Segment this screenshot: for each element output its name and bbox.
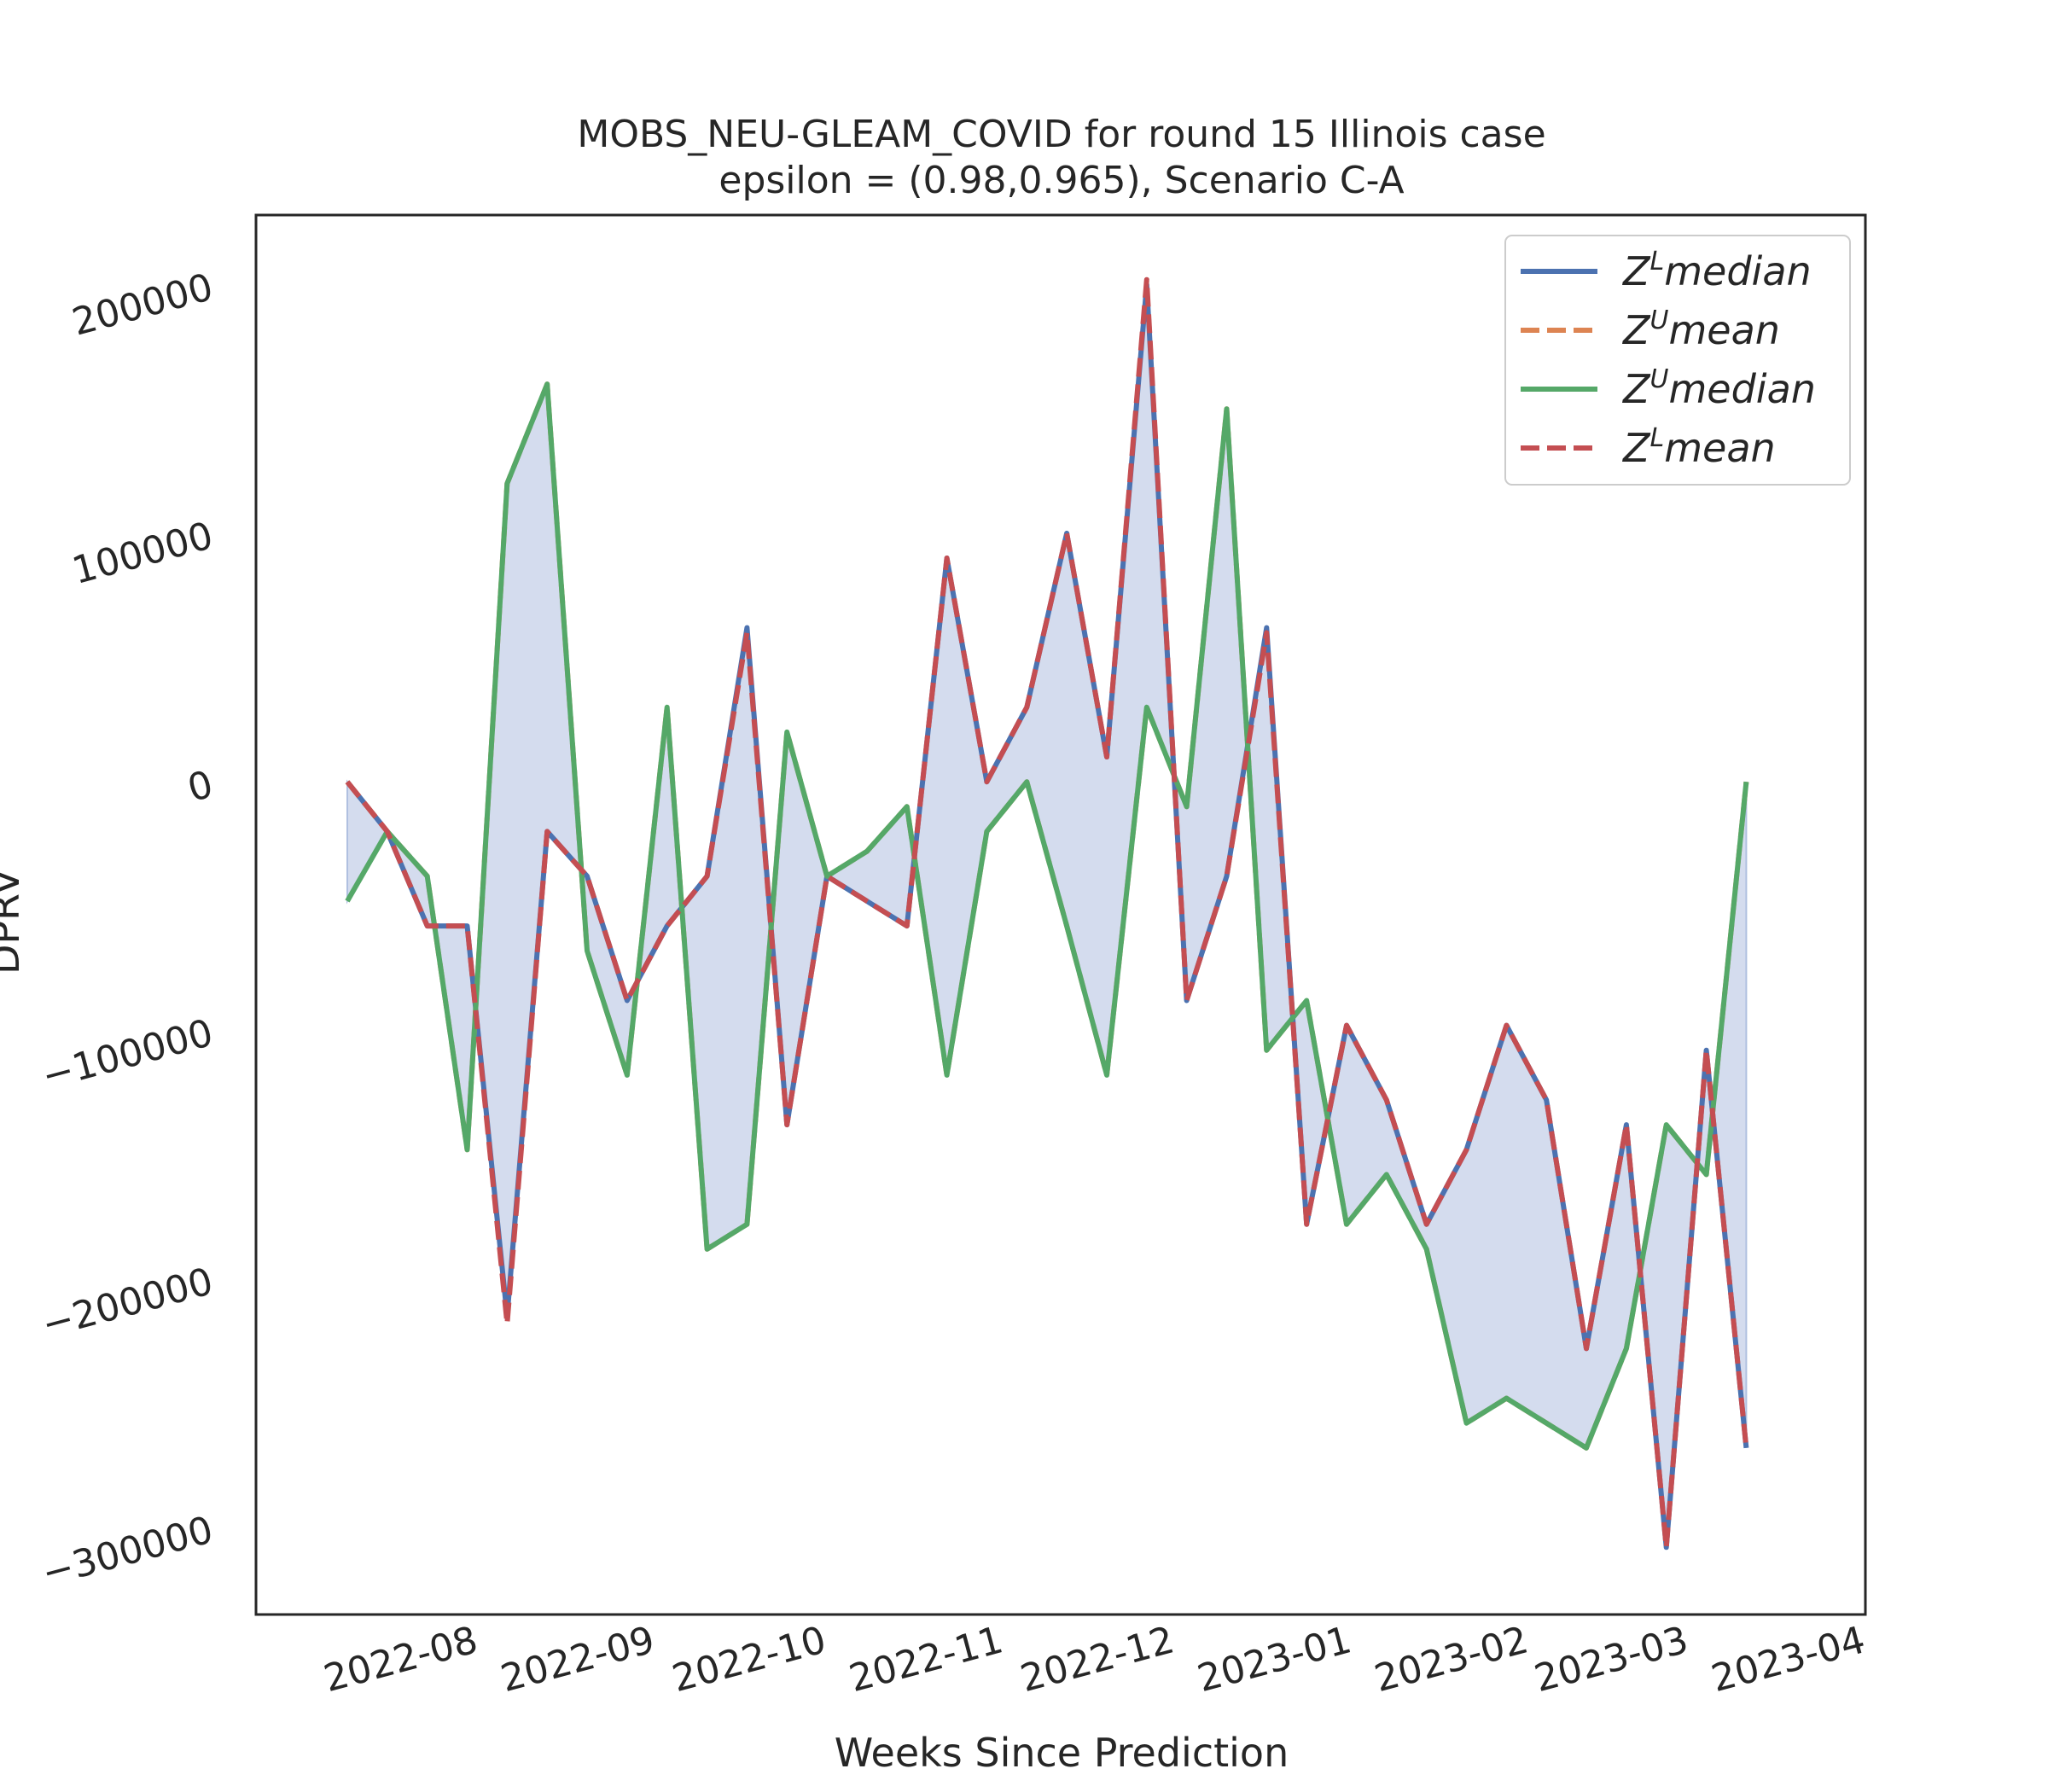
x-tick-label: 2023-01 bbox=[1193, 1618, 1356, 1701]
y-tick-label: 0 bbox=[183, 763, 218, 812]
y-axis-label: DPRV bbox=[0, 868, 28, 975]
legend-entry: ZUmedian bbox=[1621, 364, 1816, 412]
series-line-L-mean bbox=[345, 276, 1749, 1551]
x-tick-label: 2022-11 bbox=[845, 1618, 1008, 1701]
x-tick-label: 2022-09 bbox=[497, 1618, 660, 1701]
x-tick-label: 2023-02 bbox=[1370, 1618, 1533, 1701]
chart-title: MOBS_NEU-GLEAM_COVID for round 15 Illino… bbox=[577, 113, 1545, 156]
series-line-U-median bbox=[345, 381, 1749, 1451]
x-tick-label: 2022-12 bbox=[1016, 1618, 1179, 1701]
y-tick-label: 200000 bbox=[67, 265, 217, 345]
x-axis-label: Weeks Since Prediction bbox=[835, 1730, 1289, 1776]
x-axis: 2022-08 2022-09 2022-10 2022-11 2022-12 2023-… bbox=[319, 1618, 1870, 1701]
plot-frame bbox=[254, 213, 1867, 1616]
legend-entry: ZLmedian bbox=[1621, 247, 1812, 294]
y-axis: 200000 100000 0 −100000 −200000 −300000 bbox=[38, 265, 218, 1596]
plot-area bbox=[345, 276, 1749, 1551]
legend: ZLmedian ZUmean ZUmedian ZLmean bbox=[1504, 235, 1851, 486]
y-tick-label: −300000 bbox=[38, 1508, 218, 1595]
chart-subtitle: epsilon = (0.98,0.965), Scenario C-A bbox=[719, 159, 1404, 202]
x-tick-label: 2022-08 bbox=[319, 1618, 482, 1701]
x-tick-label: 2023-03 bbox=[1530, 1618, 1693, 1701]
legend-entry: ZLmean bbox=[1621, 423, 1776, 471]
x-tick-label: 2022-10 bbox=[667, 1618, 830, 1701]
y-tick-label: 100000 bbox=[67, 514, 217, 593]
legend-box bbox=[1504, 235, 1851, 486]
y-tick-label: −100000 bbox=[38, 1011, 218, 1098]
y-tick-label: −200000 bbox=[38, 1260, 218, 1347]
x-tick-label: 2023-04 bbox=[1707, 1618, 1870, 1701]
legend-entry: ZUmean bbox=[1621, 305, 1780, 353]
